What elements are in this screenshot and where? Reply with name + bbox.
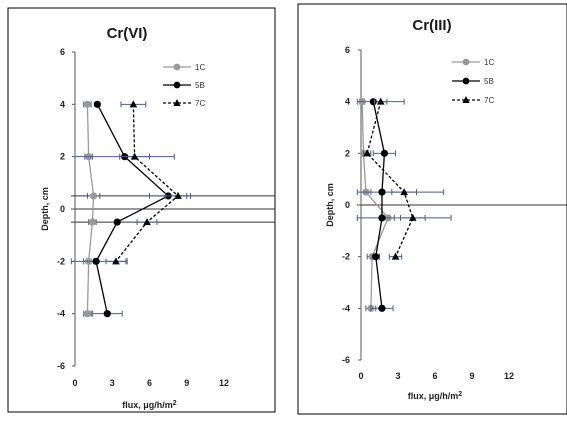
- data-point-marker: [363, 149, 371, 157]
- legend-label: 7C: [195, 99, 205, 108]
- data-point-marker: [103, 310, 111, 318]
- series-line: [366, 101, 414, 257]
- y-tick-label: 0: [60, 204, 65, 214]
- data-point-marker: [378, 188, 386, 196]
- x-axis-label: flux, μg/h/m2: [408, 391, 463, 402]
- chart-panel-2: Cr(III) 6 4 2 0 -2 -4 -6 0 3 6 9 12 Depth, cm flux, μg…: [297, 3, 567, 415]
- panel-frame: [297, 3, 567, 415]
- series-1C: 1C: [358, 58, 494, 312]
- data-point-marker: [376, 97, 385, 105]
- y-tick-label: -2: [57, 256, 65, 266]
- legend-marker: [173, 99, 181, 106]
- series-line: [95, 104, 170, 314]
- legend-label: 1C: [484, 58, 494, 67]
- y-tick-label: 0: [345, 200, 350, 210]
- data-point-marker: [400, 188, 408, 196]
- chart-panel-1: Cr(VI) 6 4 2 0 -2 -4 -6 0 3 6 9 12 Depth, cm flux, μg/…: [7, 7, 276, 413]
- legend-label: 1C: [195, 63, 205, 72]
- y-tick-label: -6: [57, 361, 65, 371]
- x-axis-label-superscript: 2: [458, 391, 462, 398]
- series-5B: 5B: [356, 77, 494, 312]
- legend-marker: [173, 81, 181, 89]
- panel-frame: [7, 7, 276, 413]
- legend-marker: [173, 63, 181, 71]
- y-tick-label: 4: [345, 97, 350, 107]
- data-point-marker: [112, 257, 120, 265]
- x-tick-label: 0: [72, 378, 77, 388]
- series-line: [86, 104, 95, 314]
- data-point-marker: [93, 100, 101, 108]
- data-point-marker: [391, 252, 400, 260]
- legend-marker: [462, 77, 470, 85]
- y-tick-label: -6: [342, 355, 350, 365]
- series-line: [361, 101, 389, 309]
- data-point-marker: [130, 152, 139, 160]
- data-point-marker: [83, 310, 92, 318]
- series-line: [115, 104, 180, 262]
- data-point-marker: [143, 218, 151, 226]
- data-point-marker: [369, 98, 377, 106]
- x-tick-label: 12: [504, 371, 514, 381]
- y-tick-label: -2: [342, 252, 350, 262]
- y-axis-label: Depth, cm: [40, 187, 50, 231]
- series-line: [372, 101, 386, 309]
- y-tick-label: -4: [342, 303, 350, 313]
- data-point-marker: [88, 218, 96, 226]
- series-7C: 7C: [105, 99, 205, 265]
- data-point-marker: [174, 191, 182, 199]
- x-tick-label: 6: [432, 371, 437, 381]
- series-7C: 7C: [362, 96, 494, 260]
- data-point-marker: [380, 149, 389, 157]
- data-point-marker: [129, 100, 138, 108]
- y-tick-label: 4: [60, 99, 65, 109]
- legend-marker: [462, 96, 470, 103]
- x-tick-label: 9: [469, 371, 474, 381]
- x-axis-label: flux, μg/h/m2: [122, 400, 177, 411]
- data-point-marker: [92, 257, 100, 265]
- y-axis-label: Depth, cm: [325, 183, 335, 227]
- data-point-marker: [83, 100, 92, 108]
- data-point-marker: [90, 192, 98, 200]
- chart-title: Cr(VI): [107, 25, 148, 42]
- chart-title: Cr(III): [412, 17, 451, 34]
- y-tick-label: 2: [60, 152, 65, 162]
- data-point-marker: [409, 213, 417, 221]
- data-point-marker: [378, 304, 386, 312]
- x-tick-label: 0: [358, 371, 363, 381]
- legend-label: 7C: [484, 96, 494, 105]
- legend-marker: [462, 58, 470, 66]
- y-tick-label: 6: [345, 45, 350, 55]
- y-tick-label: 2: [345, 148, 350, 158]
- x-axis-label-superscript: 2: [173, 400, 177, 407]
- data-point-marker: [113, 218, 121, 226]
- legend-label: 5B: [484, 77, 494, 86]
- y-tick-label: 6: [60, 47, 65, 57]
- data-point-marker: [372, 253, 380, 261]
- y-tick-label: -4: [57, 309, 65, 319]
- data-point-marker: [378, 214, 386, 222]
- legend-label: 5B: [195, 81, 205, 90]
- x-tick-label: 3: [395, 371, 400, 381]
- series-1C: 1C: [83, 63, 205, 318]
- series-5B: 5B: [70, 81, 205, 318]
- x-tick-label: 3: [110, 378, 115, 388]
- x-tick-label: 9: [184, 378, 189, 388]
- x-tick-label: 6: [147, 378, 152, 388]
- x-tick-label: 12: [219, 378, 229, 388]
